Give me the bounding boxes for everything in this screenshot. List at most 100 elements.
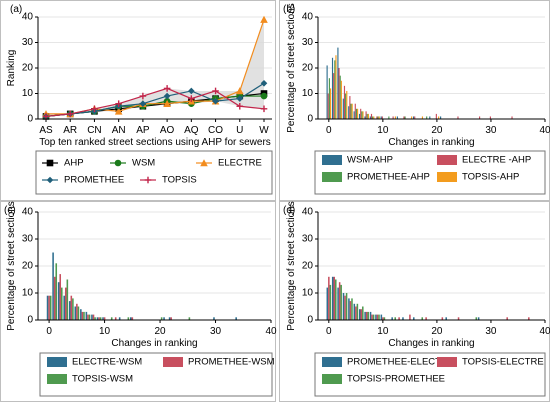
legend-swatch (322, 374, 342, 384)
legend-label: TOPSIS-PROMETHEE (347, 374, 445, 385)
bar-topsis-ahp (367, 113, 369, 119)
bar-electre-ahp (370, 113, 373, 119)
bar-electre-ahp (343, 85, 346, 119)
panel-label: (c) (4, 205, 16, 216)
bar-topsis-wsm (72, 298, 74, 320)
data-point-promethee (212, 97, 219, 105)
x-tick-label: AP (136, 125, 150, 136)
legend-swatch (322, 155, 342, 165)
x-tick-label: 30 (485, 326, 497, 337)
bar-electre-wsm (52, 252, 54, 320)
data-point-topsis (115, 100, 122, 107)
panel-c: 0 10 20 30 40 (c)Percentage of street section… (0, 201, 277, 402)
bar-topsis-promethee (345, 293, 348, 320)
bar-promethee-electre (391, 317, 393, 320)
legend-label: TOPSIS-AHP (462, 172, 519, 183)
bar-electre-ahp (365, 111, 367, 119)
legend-label: TOPSIS-WSM (72, 374, 133, 385)
bar-promethee-electre (402, 317, 404, 320)
bar-promethee-wsm (87, 314, 89, 320)
y-axis-label: Percentage of street sections (6, 201, 17, 331)
bar-topsis-promethee (475, 317, 478, 320)
y-tick-label: 10 (302, 88, 314, 99)
panel-label: (b) (283, 4, 295, 15)
bar-electre-wsm (85, 311, 88, 320)
data-point-topsis (139, 92, 147, 100)
x-tick-label: W (259, 125, 269, 136)
legend-label: AHP (64, 158, 84, 169)
bar-topsis-electre (409, 314, 411, 320)
bar-wsm-ahp (369, 116, 371, 119)
bar-promethee-ahp (372, 116, 374, 119)
bar-topsis-ahp (378, 116, 380, 119)
bar-promethee-electre (413, 317, 415, 320)
panel-d: 0 10 20 30 40 (d)Percentage of street section… (279, 201, 550, 402)
bar-wsm-ahp (337, 47, 339, 119)
bar-promethee-electre (364, 311, 366, 320)
bar-topsis-ahp (351, 103, 353, 119)
bar-promethee-wsm (92, 314, 95, 320)
bar-topsis-wsm (94, 317, 96, 320)
legend: ELECTRE-WSM PROMETHEE-WSM TOPSIS-WSM (39, 352, 275, 397)
bar-promethee-wsm (98, 317, 100, 320)
x-tick-label: 0 (46, 326, 52, 337)
legend-label: TOPSIS (162, 175, 197, 186)
bar-electre-wsm (57, 282, 60, 320)
bar-topsis-electre (425, 317, 427, 320)
bar-topsis-promethee (340, 284, 342, 320)
y-tick-label: 10 (302, 288, 314, 299)
legend: WSM-AHP ELECTRE -AHP PROMETHEE-AHP TOPSIS-A… (314, 150, 546, 195)
legend-swatch (322, 357, 342, 367)
bar-electre-wsm (68, 301, 71, 320)
bar-promethee-electre (337, 287, 339, 320)
x-tick-label: 10 (377, 125, 389, 136)
bar-promethee-electre (326, 287, 329, 320)
legend-swatch (437, 357, 457, 367)
bar-topsis-wsm (77, 306, 80, 320)
bar-promethee-ahp (345, 93, 347, 119)
bar-topsis-ahp (373, 116, 375, 119)
x-tick-label: 30 (485, 125, 497, 136)
y-tick-label: 0 (27, 114, 33, 125)
bar-promethee-electre (331, 276, 334, 320)
data-point-promethee (188, 87, 195, 95)
bar-electre-wsm (102, 317, 104, 320)
bar-promethee-wsm (70, 295, 73, 320)
y-tick-label: 0 (307, 315, 313, 326)
bar-promethee-electre (348, 298, 350, 320)
legend-swatch (47, 374, 67, 384)
y-tick-label: 40 (22, 207, 34, 218)
bar-wsm-ahp (353, 111, 355, 119)
bar-topsis-electre (528, 317, 530, 320)
bar-topsis-electre (328, 276, 330, 320)
bar-topsis-ahp (411, 116, 413, 119)
y-tick-label: 20 (22, 63, 34, 74)
bar-topsis-wsm (83, 311, 85, 320)
legend-swatch (437, 155, 457, 165)
y-tick-label: 30 (22, 37, 34, 48)
y-tick-label: 20 (22, 261, 34, 272)
bar-wsm-ahp (396, 116, 398, 119)
data-point-topsis (66, 110, 74, 118)
bar-topsis-promethee (383, 317, 386, 320)
bar-topsis-electre (338, 282, 341, 320)
bar-wsm-ahp (429, 116, 431, 119)
data-point-promethee (236, 95, 244, 102)
bar-topsis-electre (371, 314, 373, 320)
data-point-topsis (163, 85, 171, 92)
x-tick-label: 40 (539, 326, 550, 337)
legend-label: PROMETHEE-AHP (347, 172, 430, 183)
legend-box (39, 352, 273, 397)
bar-wsm-ahp (342, 98, 344, 119)
bar-topsis-electre (344, 295, 346, 320)
x-tick-label: 0 (326, 326, 332, 337)
x-tick-label: 30 (210, 326, 222, 337)
x-tick-label: 20 (431, 326, 443, 337)
bar-promethee-wsm (170, 317, 172, 320)
x-tick-label: AO (160, 125, 175, 136)
legend-box (35, 150, 273, 195)
bar-electre-wsm (129, 317, 132, 320)
legend-label: PROMETHEE-WSM (188, 357, 275, 368)
bar-electre-wsm (118, 317, 121, 320)
